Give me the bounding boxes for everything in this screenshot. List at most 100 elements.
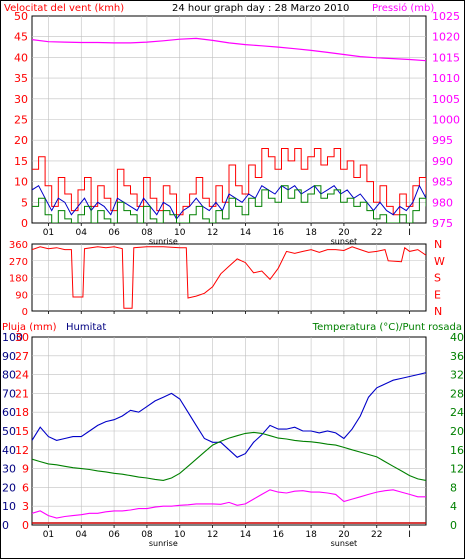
rain-tick-label: 0 bbox=[22, 519, 29, 532]
top-right-tick-label: 1005 bbox=[432, 93, 460, 106]
rain-axis-label: Pluja (mm) bbox=[2, 322, 57, 333]
top-series-green-line bbox=[32, 185, 426, 223]
top-xtick-label: 12 bbox=[207, 228, 218, 238]
humidity-tick-label: 70 bbox=[2, 387, 16, 400]
mid-left-tick-label: 0 bbox=[22, 307, 28, 318]
top-xtick-label: 22 bbox=[371, 228, 382, 238]
temperature-tick-label: 40 bbox=[450, 331, 464, 344]
top-right-tick-label: 1010 bbox=[432, 72, 460, 85]
bottom-series-humidity-blue-line bbox=[32, 372, 426, 458]
rain-tick-label: 27 bbox=[15, 350, 29, 363]
mid-compass-label: E bbox=[434, 288, 441, 301]
top-xtick-label: 08 bbox=[141, 228, 153, 238]
mid-left-tick-label: 270 bbox=[9, 257, 28, 268]
top-right-tick-label: 985 bbox=[432, 176, 453, 189]
rain-tick-label: 3 bbox=[22, 500, 29, 513]
header-left-label: Velocitat del vent (kmh) bbox=[4, 3, 124, 14]
top-series-magenta-line bbox=[32, 37, 426, 62]
top-xtick-label: 18 bbox=[305, 228, 317, 238]
bottom-series-temperature-green-line bbox=[32, 431, 426, 481]
sunset-label-bottom: sunset bbox=[331, 539, 358, 548]
top-xtick-label: 01 bbox=[43, 228, 54, 238]
temperature-tick-label: 4 bbox=[450, 500, 457, 513]
rain-tick-label: 21 bbox=[15, 387, 29, 400]
top-xtick-label: 06 bbox=[108, 228, 120, 238]
top-right-tick-label: 1000 bbox=[432, 114, 460, 127]
top-xtick-label: 14 bbox=[240, 228, 252, 238]
top-xtick-label: 16 bbox=[273, 228, 285, 238]
bottom-series-temperature-magenta-line bbox=[32, 489, 426, 519]
temperature-tick-label: 8 bbox=[450, 481, 457, 494]
mid-left-tick-label: 360 bbox=[9, 240, 28, 251]
temperature-tick-label: 28 bbox=[450, 387, 464, 400]
rain-tick-label: 30 bbox=[15, 331, 29, 344]
top-right-tick-label: 990 bbox=[432, 155, 453, 168]
bottom-xtick-label: 16 bbox=[273, 530, 285, 540]
top-right-tick-label: 1015 bbox=[432, 51, 460, 64]
mid-compass-label: N bbox=[434, 238, 442, 251]
top-xtick-label: 04 bbox=[76, 228, 88, 238]
humidity-tick-label: 100 bbox=[2, 331, 23, 344]
sunrise-label-bottom: sunrise bbox=[149, 539, 178, 548]
temperature-tick-label: 36 bbox=[450, 350, 464, 363]
bottom-xtick-label: 04 bbox=[76, 530, 88, 540]
rain-tick-label: 18 bbox=[15, 406, 29, 419]
wind-pressure-panel: 0510152025303540455097598098599099510001… bbox=[14, 10, 460, 246]
header-title: 24 hour graph day : 28 Marzo 2010 bbox=[172, 3, 349, 14]
humidity-tick-label: 10 bbox=[2, 500, 16, 513]
rain-tick-label: 12 bbox=[15, 444, 29, 457]
top-left-tick-label: 15 bbox=[14, 155, 28, 168]
humidity-tick-label: 60 bbox=[2, 406, 16, 419]
mid-left-tick-label: 180 bbox=[9, 274, 28, 285]
top-series-blue-line bbox=[32, 184, 426, 220]
bottom-xtick-label: 08 bbox=[141, 530, 153, 540]
humidity-tick-label: 80 bbox=[2, 369, 16, 382]
humidity-tick-label: 40 bbox=[2, 444, 16, 457]
top-left-tick-label: 30 bbox=[14, 93, 28, 106]
bottom-xtick-label: 14 bbox=[240, 530, 252, 540]
top-xtick-label: 20 bbox=[338, 228, 350, 238]
rain-tick-label: 9 bbox=[22, 463, 29, 476]
bottom-xtick-label: 22 bbox=[371, 530, 382, 540]
top-left-tick-label: 40 bbox=[14, 51, 28, 64]
top-right-tick-label: 1020 bbox=[432, 31, 460, 44]
top-left-tick-label: 25 bbox=[14, 114, 28, 127]
top-xtick-label: I bbox=[408, 228, 411, 238]
humidity-tick-label: 20 bbox=[2, 481, 16, 494]
mid-left-tick-label: 90 bbox=[15, 290, 28, 301]
rain-tick-label: 15 bbox=[15, 425, 29, 438]
mid-direction-line bbox=[32, 246, 426, 309]
bottom-xtick-label: 01 bbox=[43, 530, 54, 540]
top-left-tick-label: 20 bbox=[14, 134, 28, 147]
temperature-tick-label: 24 bbox=[450, 406, 464, 419]
top-left-tick-label: 35 bbox=[14, 72, 28, 85]
header-right-label: Pressió (mb) bbox=[372, 2, 434, 14]
temperature-tick-label: 12 bbox=[450, 463, 464, 476]
top-left-tick-label: 50 bbox=[14, 10, 28, 23]
top-right-tick-label: 975 bbox=[432, 217, 453, 230]
top-series-red-line bbox=[32, 148, 426, 216]
mid-compass-label: N bbox=[434, 305, 442, 318]
humidity-tick-label: 90 bbox=[2, 350, 16, 363]
temperature-tick-label: 0 bbox=[450, 519, 457, 532]
bottom-xtick-label: I bbox=[408, 530, 411, 540]
top-right-tick-label: 1025 bbox=[432, 10, 460, 23]
temperature-axis-label: Temperatura (°C)/Punt rosada bbox=[312, 322, 462, 333]
mid-compass-label: S bbox=[434, 272, 441, 285]
rain-tick-label: 24 bbox=[15, 369, 29, 382]
temperature-humidity-panel: Pluja (mm) Humitat Temperatura (°C)/Punt r… bbox=[2, 322, 464, 548]
temperature-tick-label: 32 bbox=[450, 369, 464, 382]
humidity-tick-label: 50 bbox=[2, 425, 16, 438]
top-xtick-label: 10 bbox=[174, 228, 186, 238]
top-left-tick-label: 0 bbox=[21, 217, 28, 230]
sunrise-label-top: sunrise bbox=[149, 237, 178, 246]
rain-tick-label: 6 bbox=[22, 481, 29, 494]
sunset-label-top: sunset bbox=[331, 237, 358, 246]
bottom-xtick-label: 10 bbox=[174, 530, 186, 540]
top-right-tick-label: 980 bbox=[432, 196, 453, 209]
humidity-tick-label: 30 bbox=[2, 463, 16, 476]
bottom-xtick-label: 06 bbox=[108, 530, 120, 540]
